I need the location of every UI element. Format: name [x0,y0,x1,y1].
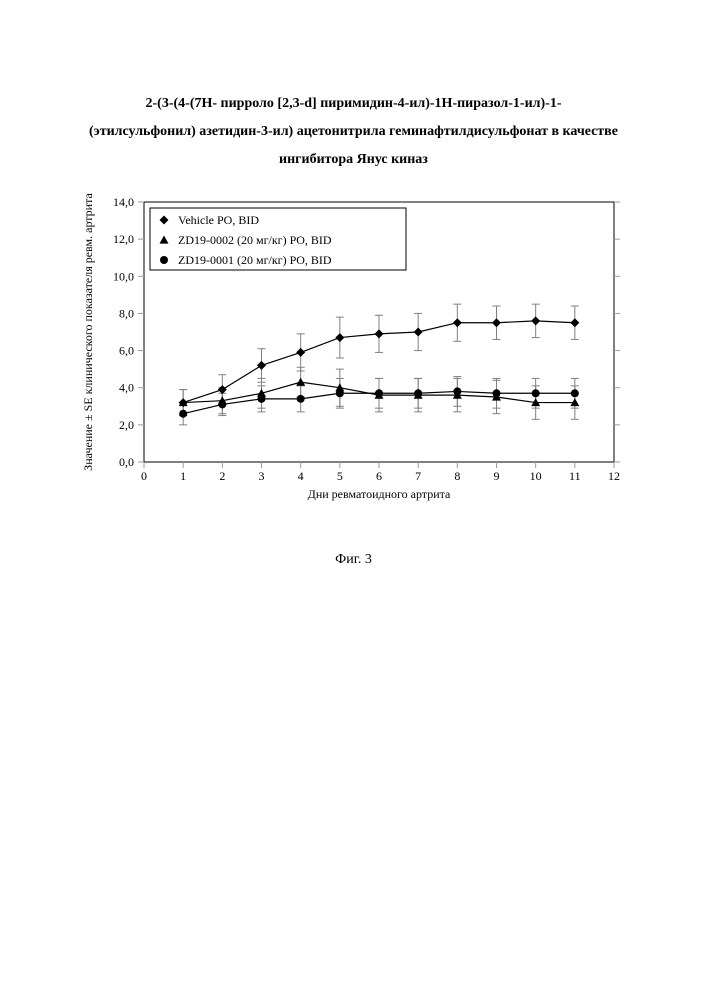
x-tick-label: 12 [608,469,620,483]
series-marker [218,400,226,408]
x-tick-label: 8 [454,469,460,483]
series-marker [335,389,343,397]
title-line: (этилсульфонил) азетидин-3-ил) ацетонитр… [60,118,647,146]
x-tick-label: 1 [180,469,186,483]
legend-label: ZD19-0002 (20 мг/кг) PO, BID [178,233,332,247]
x-tick-label: 3 [258,469,264,483]
series-marker [179,410,187,418]
y-tick-label: 6,0 [119,344,134,358]
document-title: 2-(3-(4-(7H- пирроло [2,3-d] пиримидин-4… [60,90,647,174]
y-tick-label: 8,0 [119,306,134,320]
legend-label: Vehicle PO, BID [178,213,259,227]
x-tick-label: 7 [415,469,421,483]
title-line: ингибитора Янус киназ [60,146,647,174]
x-tick-label: 11 [569,469,581,483]
chart-svg: 0,02,04,06,08,010,012,014,00123456789101… [74,192,634,512]
figure-caption: Фиг. 3 [60,552,647,568]
x-tick-label: 6 [376,469,382,483]
legend-label: ZD19-0001 (20 мг/кг) PO, BID [178,253,332,267]
x-tick-label: 2 [219,469,225,483]
series-marker [375,389,383,397]
x-tick-label: 10 [529,469,541,483]
y-tick-label: 0,0 [119,455,134,469]
y-tick-label: 12,0 [113,232,134,246]
title-line: 2-(3-(4-(7H- пирроло [2,3-d] пиримидин-4… [60,90,647,118]
series-marker [257,395,265,403]
page: 2-(3-(4-(7H- пирроло [2,3-d] пиримидин-4… [0,0,707,1000]
series-marker [531,389,539,397]
y-tick-label: 2,0 [119,418,134,432]
chart: 0,02,04,06,08,010,012,014,00123456789101… [74,192,634,512]
x-tick-label: 5 [336,469,342,483]
x-axis-label: Дни ревматоидного артрита [307,487,450,501]
x-tick-label: 0 [141,469,147,483]
series-marker [570,389,578,397]
legend-marker [160,256,168,264]
series-marker [453,387,461,395]
y-tick-label: 4,0 [119,381,134,395]
y-tick-label: 14,0 [113,195,134,209]
x-tick-label: 4 [297,469,303,483]
y-tick-label: 10,0 [113,269,134,283]
series-marker [296,395,304,403]
x-tick-label: 9 [493,469,499,483]
series-marker [492,389,500,397]
y-axis-label: Значение ± SE клинического показателя ре… [81,193,95,471]
series-marker [414,389,422,397]
